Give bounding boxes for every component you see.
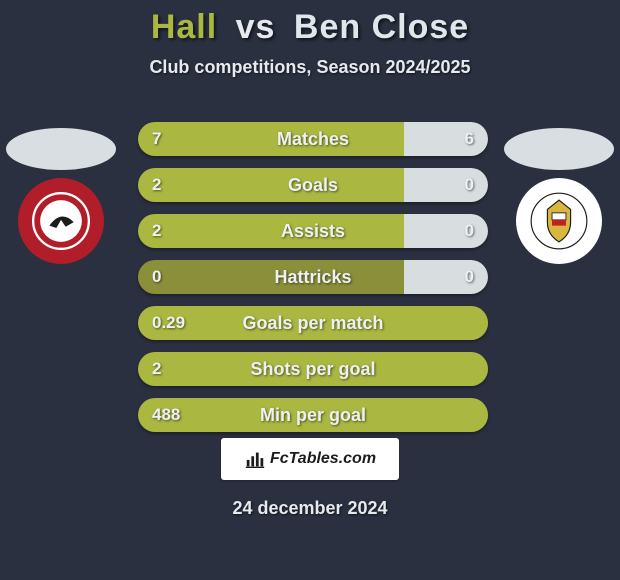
stat-bar-left [138,168,404,202]
player1-name: Hall [151,8,217,46]
stat-row: 0.29Goals per match [138,306,488,340]
stat-rows: 76Matches 20Goals 20Assists 00Hattricks 0.29… [138,122,488,444]
bar-chart-icon [244,448,266,470]
stat-row: 00Hattricks [138,260,488,294]
doncaster-crest-icon [530,192,588,250]
stat-bar-left [138,122,404,156]
fctables-logo: FcTables.com [221,438,399,480]
stat-bar-left [138,306,488,340]
stat-bar-right [404,214,488,248]
stats-arena: 76Matches 20Goals 20Assists 00Hattricks 0.29… [0,110,620,450]
stat-row: 20Assists [138,214,488,248]
stat-bar-right [404,122,488,156]
stat-bar-right [404,260,488,294]
stat-bar-left [138,214,404,248]
stat-row: 488Min per goal [138,398,488,432]
season-subtitle: Club competitions, Season 2024/2025 [0,57,620,78]
player1-head-ellipse [6,128,116,170]
comparison-title: Hall vs Ben Close [0,0,620,47]
stat-row: 2Shots per goal [138,352,488,386]
stat-bar-left [138,352,488,386]
player2-name: Ben Close [294,8,469,46]
walsall-crest-icon [32,192,90,250]
player2-head-ellipse [504,128,614,170]
stat-bar-right [404,168,488,202]
stat-bar-left [138,398,488,432]
club-badge-right [516,178,602,264]
stat-row: 76Matches [138,122,488,156]
snapshot-date: 24 december 2024 [0,498,620,519]
stat-row: 20Goals [138,168,488,202]
vs-label: vs [236,8,276,46]
stat-value-left: 0 [152,260,161,294]
club-badge-left [18,178,104,264]
fctables-text: FcTables.com [270,450,376,468]
